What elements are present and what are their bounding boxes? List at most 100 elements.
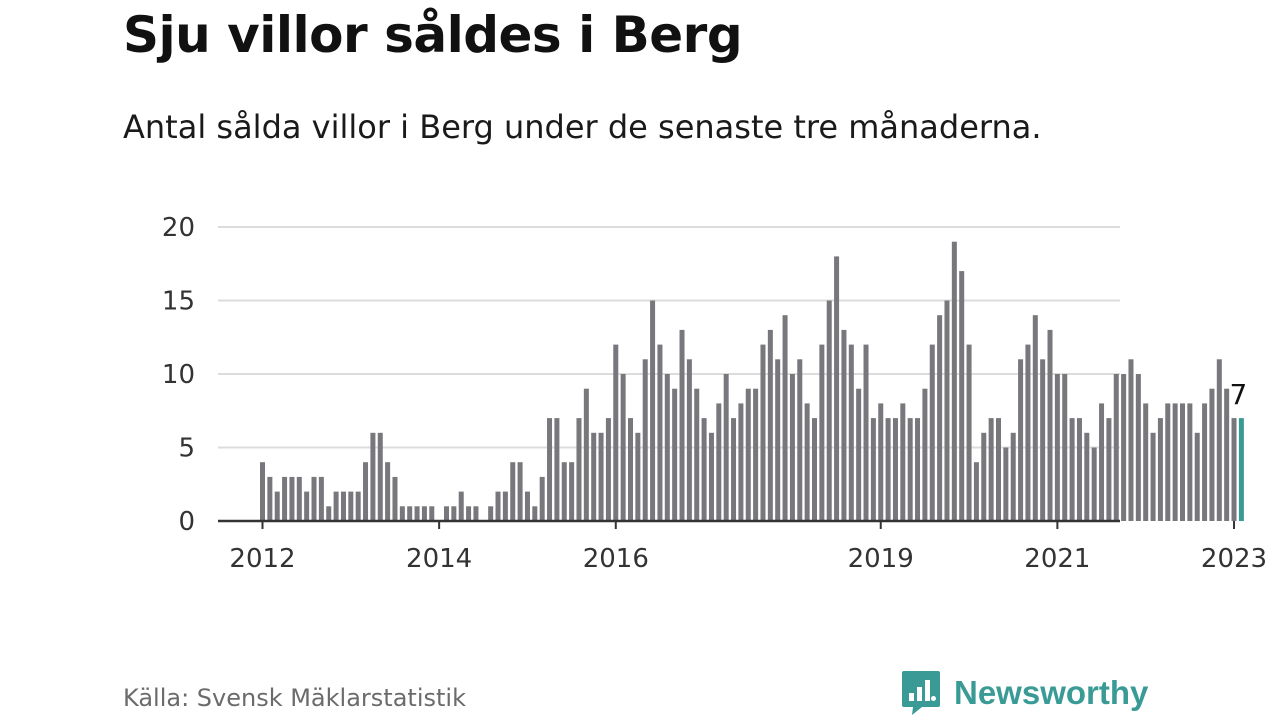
bar <box>797 359 803 521</box>
bar <box>1032 315 1038 521</box>
bar <box>1113 374 1119 521</box>
bar <box>1128 359 1134 521</box>
bar <box>340 491 346 521</box>
bar <box>1180 403 1185 521</box>
bar <box>856 388 862 521</box>
bar <box>679 329 685 521</box>
y-tick-label: 0 <box>178 507 195 537</box>
bar <box>1157 418 1163 521</box>
bar <box>937 315 943 521</box>
bar <box>1018 359 1024 521</box>
bar <box>760 344 766 521</box>
bar <box>1076 418 1082 521</box>
bar <box>1202 403 1208 521</box>
bar <box>377 432 383 521</box>
bar <box>753 388 759 521</box>
bar <box>517 462 523 521</box>
x-axis: 2012 2014 2016 2019 2021 2023 <box>218 519 1267 574</box>
bar <box>789 374 795 521</box>
bar <box>944 300 950 521</box>
y-tick-label: 15 <box>162 287 195 317</box>
bar <box>348 491 354 521</box>
bar <box>988 418 994 521</box>
bar <box>1150 432 1156 521</box>
bar <box>363 462 369 521</box>
bar <box>333 491 339 521</box>
bar <box>282 476 288 521</box>
bar <box>804 403 810 521</box>
bar <box>311 476 317 521</box>
bar <box>1165 403 1171 521</box>
bar <box>870 418 876 521</box>
bar <box>885 418 891 521</box>
bar <box>1172 403 1178 521</box>
bar <box>959 271 965 521</box>
bar <box>260 462 265 521</box>
bar <box>576 418 582 521</box>
bar <box>1062 374 1068 521</box>
bar <box>686 359 692 521</box>
bar <box>547 418 553 521</box>
bar <box>929 344 935 521</box>
bar <box>458 491 464 521</box>
bar <box>429 506 435 521</box>
bar <box>613 344 619 521</box>
x-tick-label: 2016 <box>583 544 649 574</box>
chart-subtitle: Antal sålda villor i Berg under de senas… <box>123 108 1042 146</box>
bar <box>1040 359 1046 521</box>
bar <box>1143 403 1149 521</box>
y-tick-label: 10 <box>162 360 195 390</box>
bar <box>841 329 847 521</box>
bar <box>694 388 700 521</box>
highlight-value-label: 7 <box>1229 378 1247 411</box>
bar <box>907 418 913 521</box>
bar <box>922 388 928 521</box>
bar <box>782 315 788 521</box>
bar <box>524 491 530 521</box>
bar <box>1194 432 1200 521</box>
bar <box>951 241 957 521</box>
y-tick-label: 5 <box>178 434 195 464</box>
bar <box>812 418 817 521</box>
bar <box>620 374 626 521</box>
bar <box>274 491 280 521</box>
source-note: Källa: Svensk Mäklarstatistik <box>123 684 466 712</box>
bar <box>1025 344 1031 521</box>
bar <box>385 462 391 521</box>
bar <box>1121 374 1127 521</box>
bar <box>502 491 508 521</box>
bar <box>421 506 427 521</box>
bar <box>1099 403 1105 521</box>
bar-chart: 0 5 10 15 20 2012 2014 2016 2019 2021 2023 7 <box>162 213 1267 574</box>
bar <box>569 462 575 521</box>
bar <box>657 344 663 521</box>
bar <box>561 462 567 521</box>
bar <box>738 403 744 521</box>
bar <box>635 432 641 521</box>
bar <box>996 418 1001 521</box>
bar <box>966 344 972 521</box>
bar <box>1010 432 1016 521</box>
bar <box>326 506 332 521</box>
x-tick-label: 2023 <box>1201 544 1267 574</box>
bar <box>973 462 979 521</box>
bar <box>392 476 398 521</box>
bar <box>900 403 906 521</box>
bar <box>1047 329 1053 521</box>
bar <box>1231 418 1237 521</box>
bar <box>723 374 729 521</box>
bar <box>591 432 597 521</box>
x-tick-label: 2012 <box>229 544 295 574</box>
bars <box>260 241 1244 521</box>
bar <box>819 344 825 521</box>
newsworthy-logo-icon <box>902 671 940 715</box>
brand-logo: Newsworthy <box>900 668 1148 718</box>
bar <box>848 344 854 521</box>
bar <box>1084 432 1090 521</box>
bar <box>451 506 457 521</box>
chart-title: Sju villor såldes i Berg <box>123 6 743 64</box>
bar <box>1187 403 1193 521</box>
bar <box>1069 418 1075 521</box>
x-tick-label: 2019 <box>848 544 914 574</box>
bar <box>1003 447 1009 521</box>
